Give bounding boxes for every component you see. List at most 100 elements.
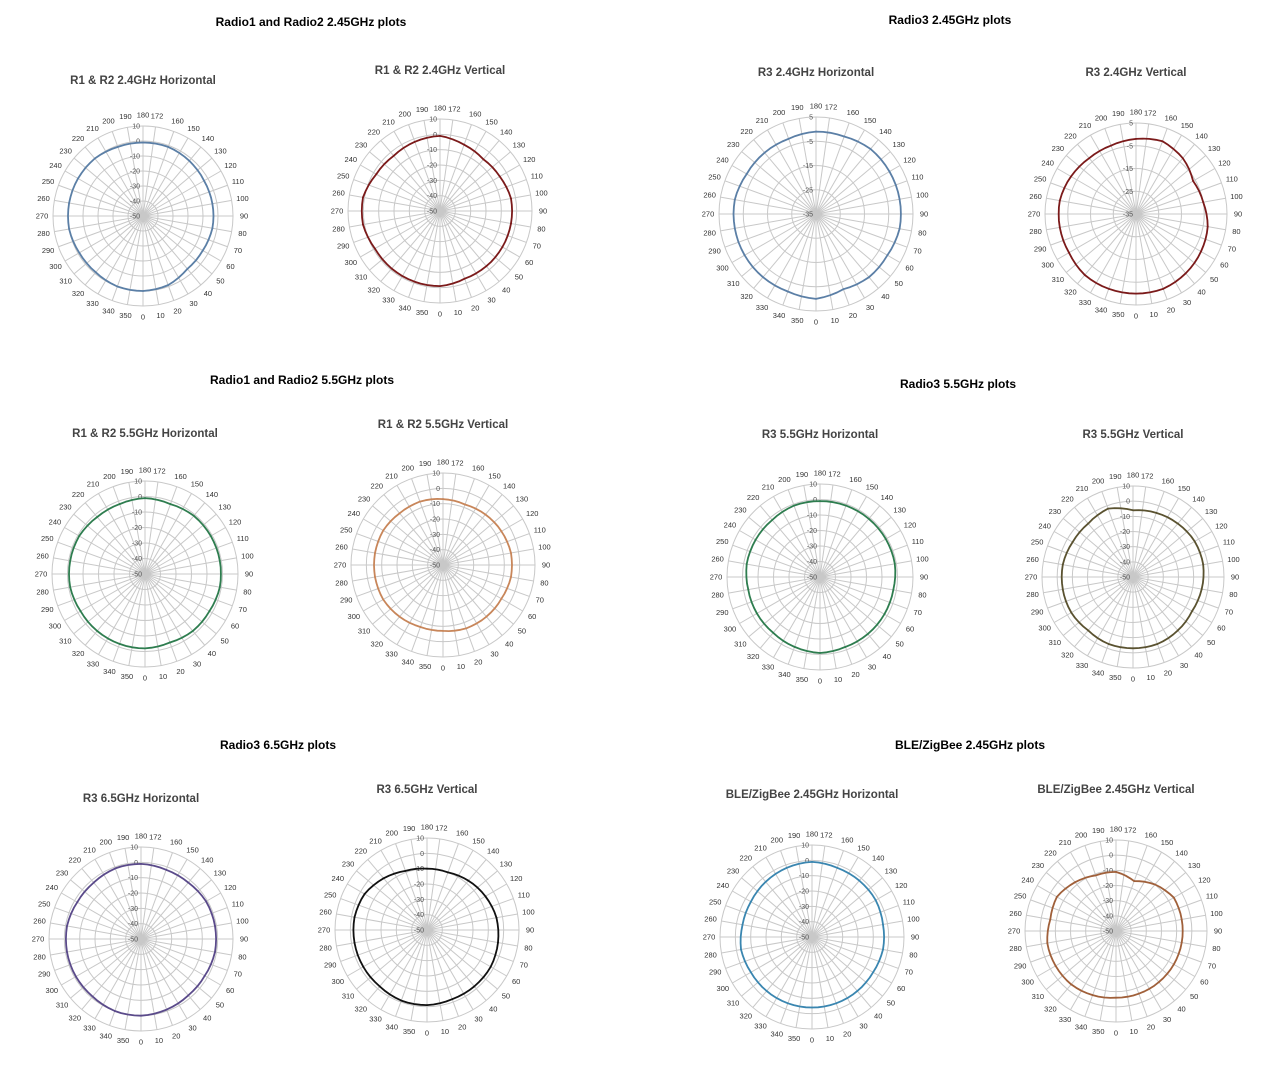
angle-tick-label: 140 [872, 854, 885, 863]
angle-tick-label: 20 [1164, 668, 1172, 677]
angle-tick-label: 210 [382, 117, 395, 126]
angle-tick-label: 250 [324, 890, 337, 899]
grid-spoke [347, 883, 428, 931]
angle-tick-label: 150 [187, 124, 200, 133]
data-point [419, 626, 422, 628]
angle-tick-label: 210 [87, 479, 100, 488]
grid-spoke [439, 124, 472, 212]
angle-tick-label: 70 [239, 605, 247, 614]
angle-tick-label: 180 [135, 832, 148, 841]
angle-tick-label: 220 [740, 127, 753, 136]
grid-spoke [439, 210, 531, 228]
angle-tick-label: 30 [188, 1024, 196, 1033]
grid-spoke [442, 485, 490, 566]
section-title-radio3-55: Radio3 5.5GHz plots [899, 377, 1017, 391]
data-point [165, 1008, 168, 1011]
data-point [426, 1004, 428, 1007]
angle-tick-label: 310 [59, 276, 72, 285]
data-point [867, 517, 870, 520]
angle-tick-label: 30 [490, 650, 498, 659]
radial-tick-label: -30 [807, 544, 817, 551]
data-point [144, 647, 146, 650]
angle-tick-label: 330 [86, 299, 99, 308]
radial-tick-label: -40 [799, 919, 809, 926]
angle-tick-label: 0 [1114, 1029, 1118, 1038]
data-point [1193, 540, 1196, 543]
angle-tick-label: 140 [500, 128, 513, 137]
radial-tick-label: -30 [427, 178, 437, 185]
radial-tick-label: -35 [803, 212, 813, 219]
angle-tick-label: 0 [139, 1038, 143, 1047]
grid-spoke [1045, 872, 1117, 932]
grid-spoke [54, 938, 142, 971]
data-point [140, 1014, 142, 1017]
angle-tick-label: 180 [1130, 108, 1143, 117]
angle-tick-label: 230 [59, 147, 72, 156]
angle-tick-label: 190 [788, 831, 801, 840]
angle-tick-label: 290 [324, 961, 337, 970]
grid-spoke [81, 938, 142, 1010]
grid-spoke [442, 518, 523, 566]
angle-tick-label: 40 [874, 1011, 882, 1020]
grid-spoke [748, 516, 821, 578]
angle-tick-label: 310 [1032, 992, 1045, 1001]
data-point [843, 135, 846, 138]
angle-tick-label: 350 [796, 675, 809, 684]
data-point [743, 254, 746, 257]
angle-tick-label: 50 [502, 992, 510, 1001]
grid-spoke [356, 929, 428, 990]
radial-tick-label: -25 [1123, 189, 1133, 196]
grid-spoke [1132, 576, 1213, 623]
grid-spoke [787, 576, 821, 665]
angle-tick-label: 250 [41, 534, 54, 543]
grid-spoke [367, 929, 428, 1001]
data-point [374, 576, 376, 578]
grid-spoke [124, 848, 142, 940]
grid-spoke [144, 573, 217, 635]
radial-tick-label: -10 [427, 147, 437, 154]
chart-title: R1 & R2 2.4GHz Horizontal [70, 75, 216, 87]
data-point [1180, 941, 1183, 944]
angle-tick-label: 30 [868, 663, 876, 672]
grid-spoke [748, 576, 821, 638]
angle-tick-label: 310 [1052, 275, 1065, 284]
angle-tick-label: 140 [881, 493, 894, 502]
grid-spoke [721, 936, 813, 954]
angle-tick-label: 120 [224, 883, 237, 892]
angle-tick-label: 160 [1165, 114, 1178, 123]
grid-spoke [142, 215, 202, 286]
grid-spoke [144, 573, 162, 666]
angle-tick-label: 80 [243, 588, 251, 597]
data-point [1088, 157, 1091, 160]
grid-spoke [741, 936, 813, 997]
data-point [1184, 272, 1187, 275]
chart-title: R1 & R2 5.5GHz Horizontal [72, 428, 218, 440]
grid-spoke [1119, 213, 1137, 304]
angle-tick-label: 10 [156, 311, 164, 320]
grid-spoke [336, 913, 428, 931]
angle-tick-label: 330 [87, 660, 100, 669]
grid-spoke [759, 505, 821, 578]
angle-tick-label: 120 [224, 161, 237, 170]
grid-spoke [144, 573, 192, 655]
angle-tick-label: 340 [778, 670, 791, 679]
angle-tick-label: 20 [843, 1029, 851, 1038]
grid-spoke [426, 929, 444, 1021]
angle-tick-label: 290 [38, 970, 51, 979]
grid-spoke [815, 165, 901, 215]
grid-spoke [442, 564, 503, 636]
data-point [484, 513, 487, 516]
angle-tick-label: 240 [717, 881, 730, 890]
data-point [473, 985, 476, 988]
grid-spoke [144, 481, 159, 575]
grid-spoke [442, 564, 534, 582]
grid-spoke [142, 137, 189, 217]
data-point [211, 202, 214, 205]
grid-spoke [1074, 506, 1134, 578]
angle-tick-label: 230 [342, 859, 355, 868]
angle-tick-label: 350 [117, 1036, 130, 1045]
polar-chart: BLE/ZigBee 2.45GHz Horizontal 0 10 20 30 40 50… [703, 789, 920, 1045]
grid-spoke [380, 210, 441, 282]
data-point [404, 870, 407, 872]
angle-tick-label: 90 [920, 573, 928, 582]
